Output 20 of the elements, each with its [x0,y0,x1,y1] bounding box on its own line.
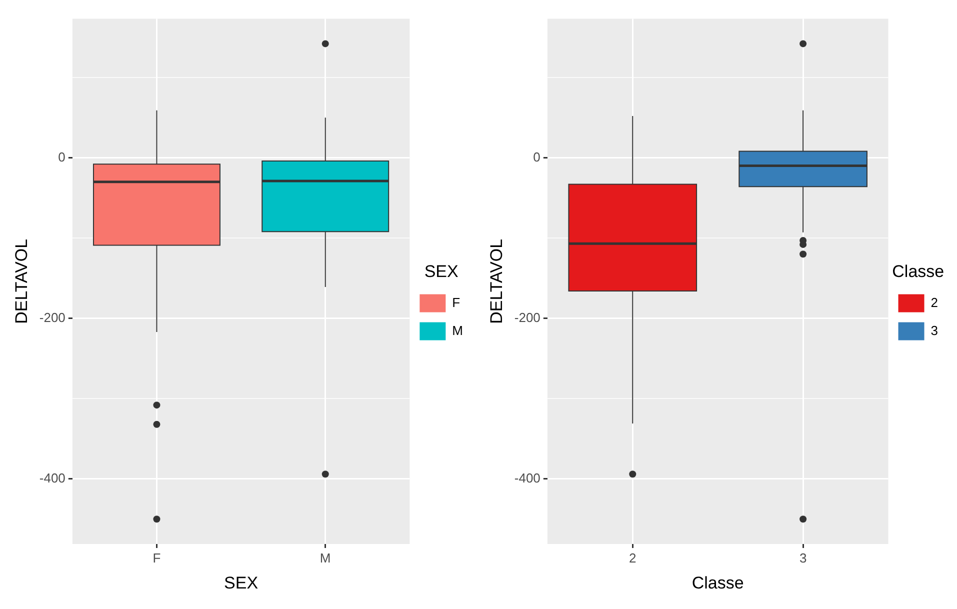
legend-label: M [452,322,464,338]
x-tick-label: 3 [799,550,807,566]
x-tick-label: 2 [629,550,636,566]
x-tick-label: M [320,550,331,566]
legend-label: 3 [930,322,938,338]
x-axis-title: Classe [692,573,744,592]
y-axis-title: DELTAVOL [12,238,31,324]
y-tick-label: -200 [39,310,66,325]
legend-title: SEX [424,262,458,281]
legend-label: 2 [930,294,938,310]
x-tick-label: F [152,550,161,566]
y-tick-label: -400 [39,470,66,486]
y-tick-label: -400 [514,470,540,486]
y-axis-title: DELTAVOL [486,238,506,324]
x-axis-title: SEX [224,573,258,592]
y-tick-label: 0 [533,149,540,164]
legend-label: F [452,294,460,310]
legend-title: Classe [892,262,944,281]
y-tick-label: -200 [514,310,540,325]
y-tick-label: 0 [58,149,66,164]
